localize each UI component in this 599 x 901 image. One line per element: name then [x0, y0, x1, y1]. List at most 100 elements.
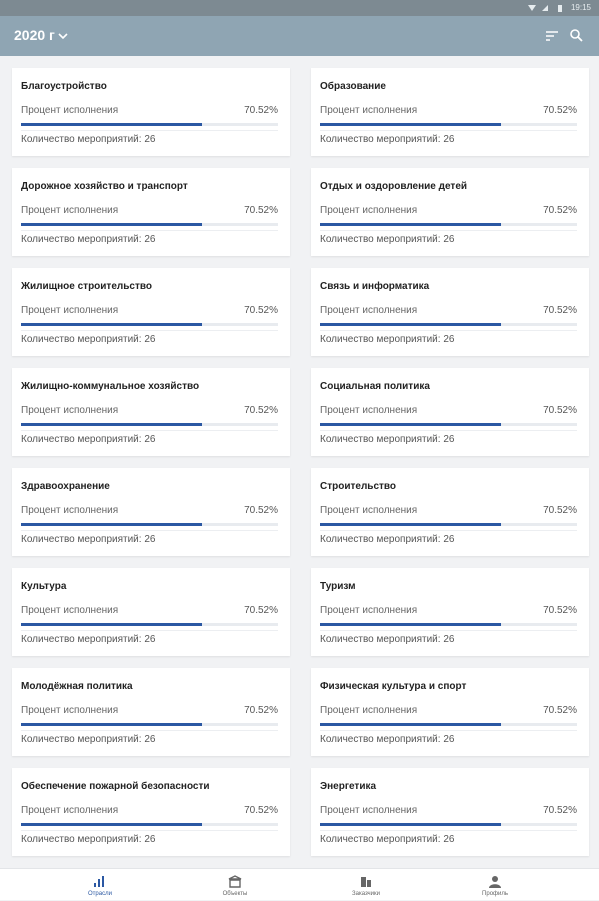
dropdown-icon[interactable]: [58, 32, 68, 40]
metric-value: 70.52%: [543, 805, 577, 816]
progress-bar: [320, 123, 502, 126]
metric-label: Процент исполнения: [320, 805, 418, 816]
progress-bar: [320, 323, 502, 326]
progress-track: [21, 323, 278, 326]
progress-bar: [21, 223, 203, 226]
progress-bar: [320, 423, 502, 426]
progress-track: [21, 623, 278, 626]
progress-track: [21, 723, 278, 726]
progress-bar: [320, 223, 502, 226]
status-bar: 19:15: [0, 0, 599, 16]
metric-label: Процент исполнения: [320, 305, 418, 316]
metric-label: Процент исполнения: [21, 105, 119, 116]
event-count: Количество мероприятий: 26: [21, 334, 156, 345]
metric-value: 70.52%: [543, 705, 577, 716]
card-title: Связь и информатика: [320, 281, 430, 292]
event-count: Количество мероприятий: 26: [320, 734, 455, 745]
progress-track: [21, 823, 278, 826]
progress-track: [21, 223, 278, 226]
event-count: Количество мероприятий: 26: [21, 634, 156, 645]
metric-value: 70.52%: [244, 805, 278, 816]
metric-value: 70.52%: [543, 505, 577, 516]
metric-value: 70.52%: [244, 105, 278, 116]
metric-value: 70.52%: [543, 105, 577, 116]
search-button[interactable]: [569, 28, 583, 42]
metric-value: 70.52%: [244, 505, 278, 516]
event-count: Количество мероприятий: 26: [320, 834, 455, 845]
metric-value: 70.52%: [244, 405, 278, 416]
metric-label: Процент исполнения: [320, 405, 418, 416]
category-card[interactable]: Благоустройство Процент исполнения 70.52% К…: [12, 68, 290, 156]
divider: [320, 530, 577, 531]
metric-value: 70.52%: [244, 605, 278, 616]
metric-label: Процент исполнения: [21, 705, 119, 716]
divider: [21, 430, 278, 431]
card-title: Туризм: [320, 581, 356, 592]
category-card[interactable]: Дорожное хозяйство и транспорт Процент ис…: [12, 168, 290, 256]
card-title: Дорожное хозяйство и транспорт: [21, 181, 188, 192]
category-card[interactable]: Строительство Процент исполнения 70.52% Кол…: [311, 468, 589, 556]
divider: [21, 630, 278, 631]
progress-bar: [320, 523, 502, 526]
progress-bar: [21, 323, 203, 326]
progress-bar: [21, 623, 203, 626]
event-count: Количество мероприятий: 26: [21, 834, 156, 845]
divider: [21, 530, 278, 531]
sort-button[interactable]: [545, 29, 559, 43]
metric-value: 70.52%: [543, 205, 577, 216]
category-card[interactable]: Туризм Процент исполнения 70.52% Количество…: [311, 568, 589, 656]
category-card[interactable]: Молодёжная политика Процент исполнения 70.…: [12, 668, 290, 756]
progress-track: [320, 823, 577, 826]
card-title: Здравоохранение: [21, 481, 110, 492]
bottom-nav: Отрасли Объекты Заказчики Профиль: [0, 868, 599, 900]
progress-bar: [320, 723, 502, 726]
event-count: Количество мероприятий: 26: [320, 634, 455, 645]
category-card[interactable]: Культура Процент исполнения 70.52% Количест…: [12, 568, 290, 656]
card-title: Жилищное строительство: [21, 281, 152, 292]
clock: 19:15: [570, 3, 591, 12]
progress-track: [320, 123, 577, 126]
divider: [320, 830, 577, 831]
category-card[interactable]: Энергетика Процент исполнения 70.52% Количе…: [311, 768, 589, 856]
metric-value: 70.52%: [244, 205, 278, 216]
event-count: Количество мероприятий: 26: [320, 334, 455, 345]
card-title: Благоустройство: [21, 81, 107, 92]
progress-track: [320, 523, 577, 526]
divider: [21, 730, 278, 731]
category-card[interactable]: Физическая культура и спорт Процент испол…: [311, 668, 589, 756]
category-card[interactable]: Обеспечение пожарной безопасности Процент…: [12, 768, 290, 856]
nav-item[interactable]: Объекты: [160, 869, 310, 901]
progress-track: [320, 623, 577, 626]
category-card[interactable]: Отдых и оздоровление детей Процент исполн…: [311, 168, 589, 256]
metric-value: 70.52%: [244, 705, 278, 716]
progress-track: [320, 323, 577, 326]
year-selector[interactable]: 2020 г: [14, 27, 55, 43]
progress-track: [320, 723, 577, 726]
event-count: Количество мероприятий: 26: [320, 434, 455, 445]
category-card[interactable]: Социальная политика Процент исполнения 70.…: [311, 368, 589, 456]
nav-item[interactable]: Отрасли: [25, 869, 175, 901]
card-title: Обеспечение пожарной безопасности: [21, 781, 210, 792]
divider: [320, 330, 577, 331]
nav-item[interactable]: Заказчики: [291, 869, 441, 901]
nav-label: Объекты: [222, 891, 248, 897]
event-count: Количество мероприятий: 26: [320, 534, 455, 545]
card-title: Строительство: [320, 481, 397, 492]
metric-value: 70.52%: [543, 605, 577, 616]
progress-track: [320, 423, 577, 426]
category-card[interactable]: Жилищное строительство Процент исполнения…: [12, 268, 290, 356]
category-card[interactable]: Образование Процент исполнения 70.52% Колич…: [311, 68, 589, 156]
category-card[interactable]: Связь и информатика Процент исполнения 70.…: [311, 268, 589, 356]
progress-bar: [21, 823, 203, 826]
divider: [21, 230, 278, 231]
nav-icon: [489, 876, 501, 888]
metric-value: 70.52%: [543, 305, 577, 316]
divider: [21, 830, 278, 831]
category-card[interactable]: Здравоохранение Процент исполнения 70.52% К…: [12, 468, 290, 556]
category-card[interactable]: Жилищно-коммунальное хозяйство Процент ис…: [12, 368, 290, 456]
card-title: Социальная политика: [320, 381, 430, 392]
progress-track: [21, 523, 278, 526]
metric-value: 70.52%: [543, 405, 577, 416]
metric-label: Процент исполнения: [21, 305, 119, 316]
nav-item[interactable]: Профиль: [420, 869, 570, 901]
